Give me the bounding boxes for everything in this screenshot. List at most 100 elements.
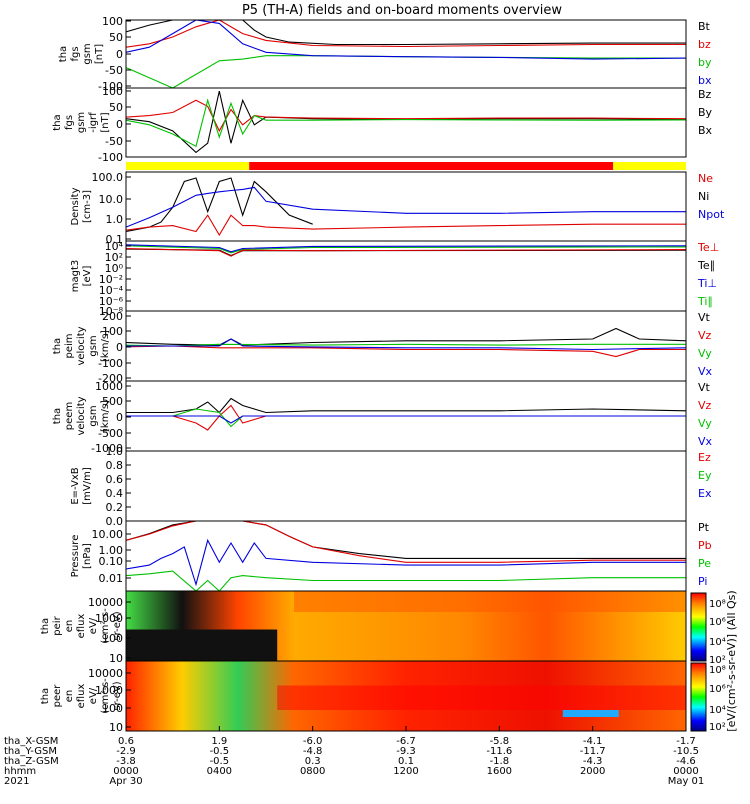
- x-tick-label: -1.7: [676, 736, 696, 747]
- y-axis-label: Pressure: [70, 535, 81, 578]
- y-axis-label: [nT]: [94, 44, 105, 64]
- mode-segment: [613, 162, 686, 170]
- series-line-Ti∥: [125, 245, 687, 254]
- x-tick-label: Apr 30: [109, 776, 142, 787]
- panel-frame: [125, 450, 687, 522]
- y-tick-label: 10²: [105, 251, 123, 264]
- colorbar-tick-label: 10²: [709, 655, 726, 666]
- legend-entry: Vt: [698, 381, 711, 394]
- y-axis-label: gsm: [82, 43, 93, 64]
- y-axis-label: [km/s]: [100, 400, 111, 432]
- y-tick-label: -1000: [91, 442, 123, 455]
- panel-2: 100 50 0 -50 -100 tha fgs gsm -igrf [nT] Bz By Bx: [52, 85, 713, 164]
- panel-5: 200 100 0 -100 -200 tha peim velocity gsm [km/s] V…: [52, 310, 713, 385]
- y-tick-label: 1000: [95, 684, 123, 697]
- series-line-Pb: [125, 520, 686, 563]
- y-axis-label: eV/: [88, 687, 99, 704]
- y-axis-label: peem: [64, 402, 75, 430]
- x-tick-label: 0000: [113, 766, 138, 777]
- series-line-Ni: [125, 177, 313, 233]
- y-axis-label: sr-eV): [112, 611, 123, 640]
- legend-entry: Vx: [698, 435, 713, 448]
- y-axis-label: gsm: [88, 405, 99, 426]
- y-axis-label: E=-VxB: [70, 467, 81, 504]
- y-tick-label: 0: [116, 341, 123, 354]
- y-tick-label: -200: [98, 372, 123, 385]
- legend-entry: Npot: [698, 208, 725, 221]
- legend-entry: by: [698, 56, 712, 69]
- y-axis-label: en: [64, 620, 75, 633]
- series-line-Pi: [125, 538, 686, 587]
- panel-10: 10000 1000 100 10 tha peer en eflux eV/(cm²-s-sr…: [40, 660, 687, 734]
- colorbar-tick-label: 10⁶: [709, 684, 726, 695]
- panel-6: 1000 500 0 -500 -1000 tha peem velocity gsm [km/s…: [52, 380, 713, 455]
- y-tick-label: 10.00: [92, 528, 124, 541]
- y-axis-label: -igrf: [88, 112, 99, 133]
- x-tick-label: 1600: [487, 766, 512, 777]
- colorbar-tick-label: 10⁶: [709, 617, 726, 628]
- series-line-Ne: [125, 214, 686, 237]
- y-axis-label: peim: [64, 333, 75, 358]
- y-tick-label: 50: [109, 31, 123, 44]
- y-tick-label: 10⁰: [105, 262, 124, 275]
- panel-1: 100 50 0 -50 -100 tha fgs gsm [nT] Bt bz by bx: [58, 15, 712, 93]
- y-axis-label: peer: [52, 684, 63, 708]
- x-tick-label: -10.5: [673, 746, 699, 757]
- legend-entry: Pi: [698, 575, 707, 588]
- y-tick-label: 0.6: [106, 473, 124, 486]
- y-tick-label: -100: [98, 151, 123, 164]
- x-tick-label: -9.3: [396, 746, 416, 757]
- x-tick-label: -6.7: [396, 736, 416, 747]
- y-tick-label: 10⁴: [105, 240, 124, 253]
- legend-entry: Pb: [698, 539, 712, 552]
- y-tick-label: 100: [102, 15, 123, 28]
- y-tick-label: 100: [102, 632, 123, 645]
- panel-frame: [125, 87, 687, 158]
- series-line-Bt: [125, 19, 686, 46]
- colorbar-lower: [690, 662, 707, 732]
- y-axis-label: (cm²-s-: [100, 678, 111, 714]
- series-line-Vx: [126, 338, 687, 351]
- series-line-Npot: [125, 186, 686, 228]
- x-tick-label: -0.5: [210, 756, 230, 767]
- y-tick-label: 10.0: [99, 193, 124, 206]
- x-axis-row-label: tha_Y-GSM: [4, 746, 57, 757]
- legend-entry: Te∥: [697, 259, 715, 272]
- x-tick-label: -3.8: [116, 756, 136, 767]
- y-tick-label: 100: [102, 85, 123, 98]
- legend-entry: Ne: [698, 172, 713, 185]
- legend-entry: Pe: [698, 557, 711, 570]
- y-axis-label: gsm: [76, 112, 87, 133]
- y-tick-label: 10000: [88, 667, 123, 680]
- y-tick-label: 0: [116, 48, 123, 61]
- spectrogram-mid-band: [277, 685, 686, 710]
- y-tick-label: -100: [98, 80, 123, 93]
- legend-entry: Pt: [698, 521, 710, 534]
- y-tick-label: 10: [109, 652, 123, 665]
- y-tick-label: 10: [109, 721, 123, 734]
- colorbar-tick-label: 10⁸: [709, 599, 726, 610]
- legend-entry: Ti⊥: [697, 277, 717, 290]
- y-tick-label: 0.10: [99, 555, 124, 568]
- y-tick-label: 1.0: [106, 213, 124, 226]
- legend-entry: Ni: [698, 190, 709, 203]
- y-axis-label: [nT]: [100, 112, 111, 132]
- x-tick-label: -1.8: [490, 756, 510, 767]
- x-tick-label: -4.3: [583, 756, 603, 767]
- y-axis-label: tha: [40, 618, 51, 634]
- y-tick-label: 1.00: [99, 544, 124, 557]
- y-tick-label: 0: [116, 118, 123, 131]
- y-axis-label: tha: [58, 46, 69, 62]
- x-tick-label: 0800: [300, 766, 325, 777]
- legend-entry: Ez: [698, 451, 711, 464]
- y-axis-label: (cm²-s-: [100, 608, 111, 644]
- series-line-Pe: [125, 570, 686, 592]
- legend-entry: Vx: [698, 365, 713, 378]
- panel-3: 100.0 10.0 1.0 0.1 Density [cm-3] Ne Ni Npot: [70, 171, 725, 246]
- panel-7: 1.00.80.60.40.20.0 E=-VxB [mV/m] Ez Ey Ex: [70, 445, 712, 528]
- y-tick-label: -100: [98, 357, 123, 370]
- legend-entry: Bx: [698, 124, 713, 137]
- x-axis-row-label: tha_X-GSM: [4, 736, 58, 747]
- y-axis-label: gsm: [88, 335, 99, 356]
